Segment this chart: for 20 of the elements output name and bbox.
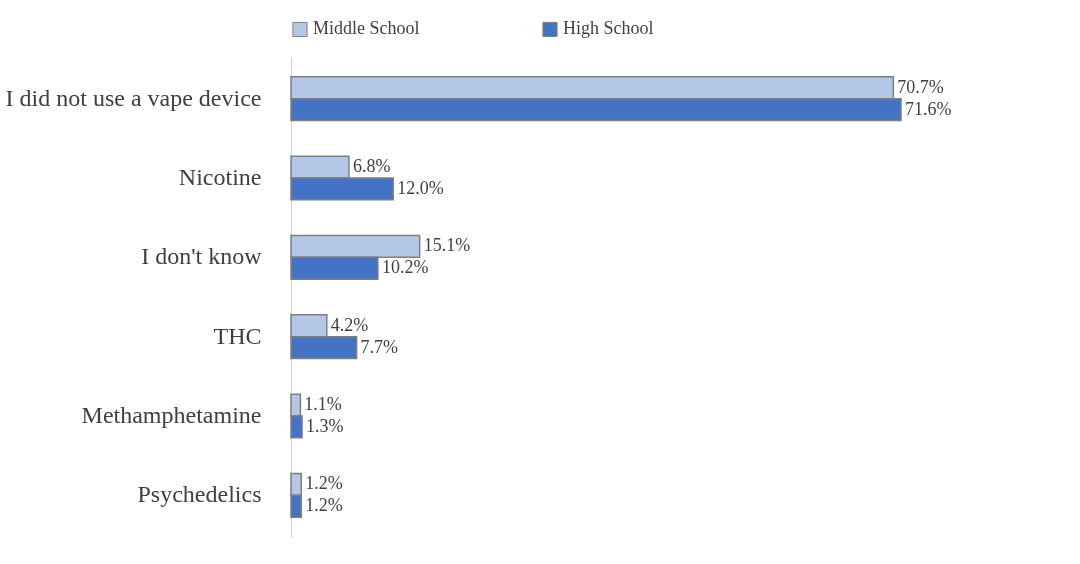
- data-label: 1.2%: [305, 473, 343, 494]
- y-tick-label: Psychedelics: [137, 481, 262, 508]
- data-label: 4.2%: [330, 314, 369, 335]
- data-label: 70.7%: [897, 76, 944, 97]
- y-tick-label: I did not use a vape device: [5, 84, 262, 111]
- legend-label: Middle School: [313, 18, 420, 39]
- y-tick-label: THC: [213, 322, 262, 349]
- data-label: 1.3%: [306, 415, 344, 436]
- y-tick-label: I don't know: [141, 243, 263, 270]
- data-label: 71.6%: [905, 98, 952, 119]
- y-tick-label: Nicotine: [178, 163, 262, 190]
- legend-label: High School: [563, 18, 654, 39]
- data-label: 15.1%: [423, 235, 471, 256]
- data-label: 10.2%: [381, 257, 429, 278]
- data-label: 12.0%: [397, 177, 444, 198]
- y-tick-label: Methamphetamine: [81, 402, 262, 429]
- data-label: 6.8%: [352, 156, 391, 177]
- data-label: 1.1%: [304, 394, 342, 415]
- data-label: 7.7%: [360, 336, 399, 357]
- data-label: 1.2%: [305, 495, 343, 516]
